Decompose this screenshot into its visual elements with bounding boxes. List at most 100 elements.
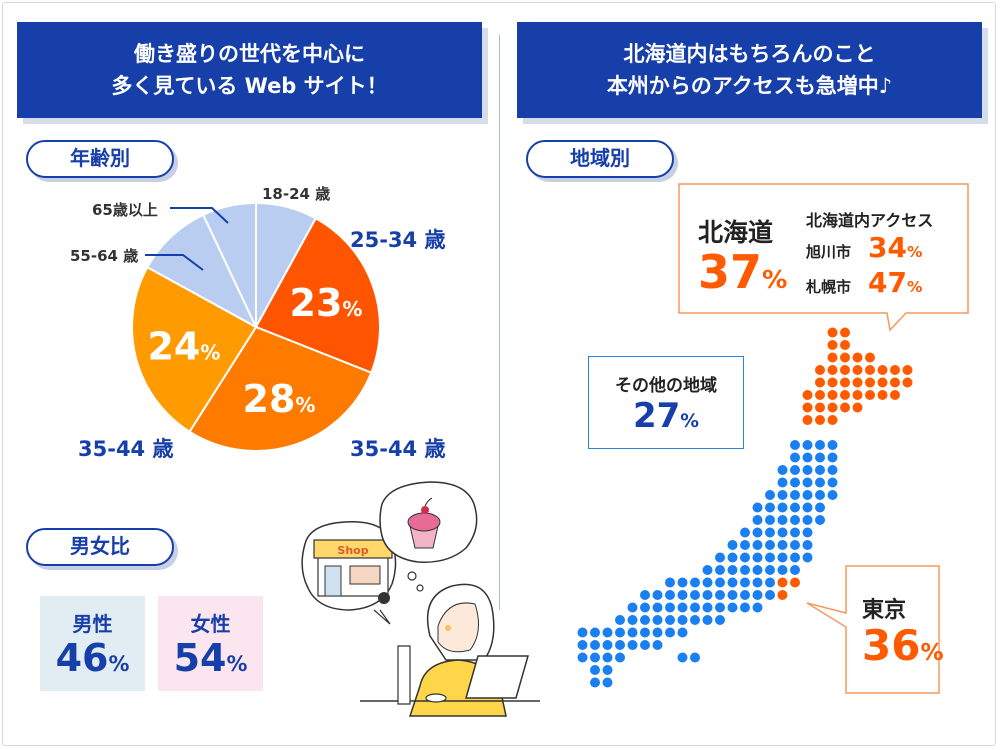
map-dot-63 (827, 490, 838, 500)
map-dot-6 (852, 352, 863, 363)
sapporo-label: 札幌市 (806, 278, 852, 296)
map-dot-27 (840, 390, 850, 400)
map-dot-60 (790, 490, 800, 500)
map-dot-88 (802, 540, 813, 550)
map-dot-74 (802, 515, 813, 525)
map-dot-109 (715, 577, 725, 588)
map-dot-28 (852, 390, 863, 400)
map-dot-93 (765, 552, 775, 563)
pie-value-label-3: 24% (147, 325, 220, 369)
map-dot-151 (615, 627, 625, 638)
map-dot-87 (790, 540, 800, 550)
map-dot-58 (765, 490, 775, 500)
hokkaido-label: 北海道 (698, 218, 774, 247)
map-dot-169 (690, 652, 700, 663)
pie-slice-5 (201, 201, 257, 328)
map-dot-158 (590, 640, 600, 650)
map-dot-159 (602, 640, 613, 650)
map-dot-153 (640, 627, 650, 638)
map-dot-44 (790, 452, 800, 463)
map-dot-9 (827, 365, 838, 375)
map-dot-142 (652, 615, 663, 625)
map-dot-41 (802, 440, 813, 450)
map-dot-150 (602, 627, 613, 638)
map-dot-71 (765, 515, 775, 525)
map-dot-117 (652, 590, 663, 600)
shop-sign-text: Shop (337, 544, 368, 557)
map-dot-11 (852, 365, 863, 375)
tokyo-percent: 36% (862, 621, 944, 670)
map-dot-139 (615, 615, 625, 625)
map-dot-165 (590, 652, 600, 663)
map-dot-104 (790, 565, 800, 575)
map-dot-66 (777, 502, 788, 513)
map-dot-8 (815, 365, 825, 375)
map-dot-45 (802, 452, 813, 463)
map-dot-125 (752, 590, 763, 600)
map-dot-37 (802, 415, 813, 425)
map-dot-22 (890, 377, 900, 388)
map-dot-56 (815, 477, 825, 488)
map-dot-47 (827, 452, 838, 463)
pie-slice-3 (131, 265, 258, 434)
map-dot-50 (802, 465, 813, 475)
pie-value-label-2: 28% (243, 377, 316, 421)
region-section-label: 地域別 (526, 140, 674, 178)
map-dot-137 (740, 602, 750, 613)
leader-line-5564 (145, 254, 204, 271)
other-region-percent: 27% (632, 396, 700, 436)
map-dot-136 (727, 602, 738, 613)
male-percent: 46% (55, 636, 130, 680)
label-35-44-left: 35-44 歳 (78, 437, 174, 461)
map-dot-1 (840, 327, 850, 338)
map-dot-48 (777, 465, 788, 475)
map-dot-35 (840, 402, 850, 413)
cupcake-thought-bubble (379, 481, 478, 563)
map-dot-110 (727, 577, 738, 588)
map-dot-145 (690, 615, 700, 625)
map-dot-51 (815, 465, 825, 475)
label-35-44-right: 35-44 歳 (350, 437, 446, 461)
map-dot-13 (877, 365, 888, 375)
tokyo-label: 東京 (862, 598, 907, 623)
female-percent: 54% (173, 636, 248, 680)
map-dot-40 (790, 440, 800, 450)
map-dot-38 (815, 415, 825, 425)
center-divider (499, 35, 500, 610)
map-dot-143 (665, 615, 675, 625)
label-25-34: 25-34 歳 (350, 228, 446, 252)
map-dot-36 (852, 402, 863, 413)
map-dot-62 (815, 490, 825, 500)
map-dot-154 (652, 627, 663, 638)
label-55-64: 55-64 歳 (70, 247, 139, 265)
map-dot-73 (790, 515, 800, 525)
map-dot-107 (690, 577, 700, 588)
map-dot-123 (727, 590, 738, 600)
map-dot-55 (802, 477, 813, 488)
map-dot-140 (627, 615, 638, 625)
map-dot-12 (865, 365, 875, 375)
map-dot-122 (715, 590, 725, 600)
label-65-plus: 65歳以上 (92, 201, 158, 219)
map-dot-20 (865, 377, 875, 388)
map-dot-16 (815, 377, 825, 388)
map-dot-114 (777, 577, 788, 588)
map-dot-166 (602, 652, 613, 663)
map-dot-26 (827, 390, 838, 400)
map-dot-97 (702, 565, 713, 575)
pie-slice-1 (254, 216, 381, 374)
left-header-line1: 働き盛りの世代を中心に (134, 42, 365, 66)
map-dot-152 (627, 627, 638, 638)
map-dot-160 (615, 640, 625, 650)
map-dot-148 (577, 627, 588, 638)
map-dot-90 (727, 552, 738, 563)
map-dot-115 (790, 577, 800, 588)
map-dot-128 (627, 602, 638, 613)
map-dot-18 (840, 377, 850, 388)
map-dot-133 (690, 602, 700, 613)
map-dot-65 (765, 502, 775, 513)
map-dot-119 (677, 590, 688, 600)
map-dot-4 (827, 352, 838, 363)
map-dot-120 (690, 590, 700, 600)
map-dot-113 (765, 577, 775, 588)
